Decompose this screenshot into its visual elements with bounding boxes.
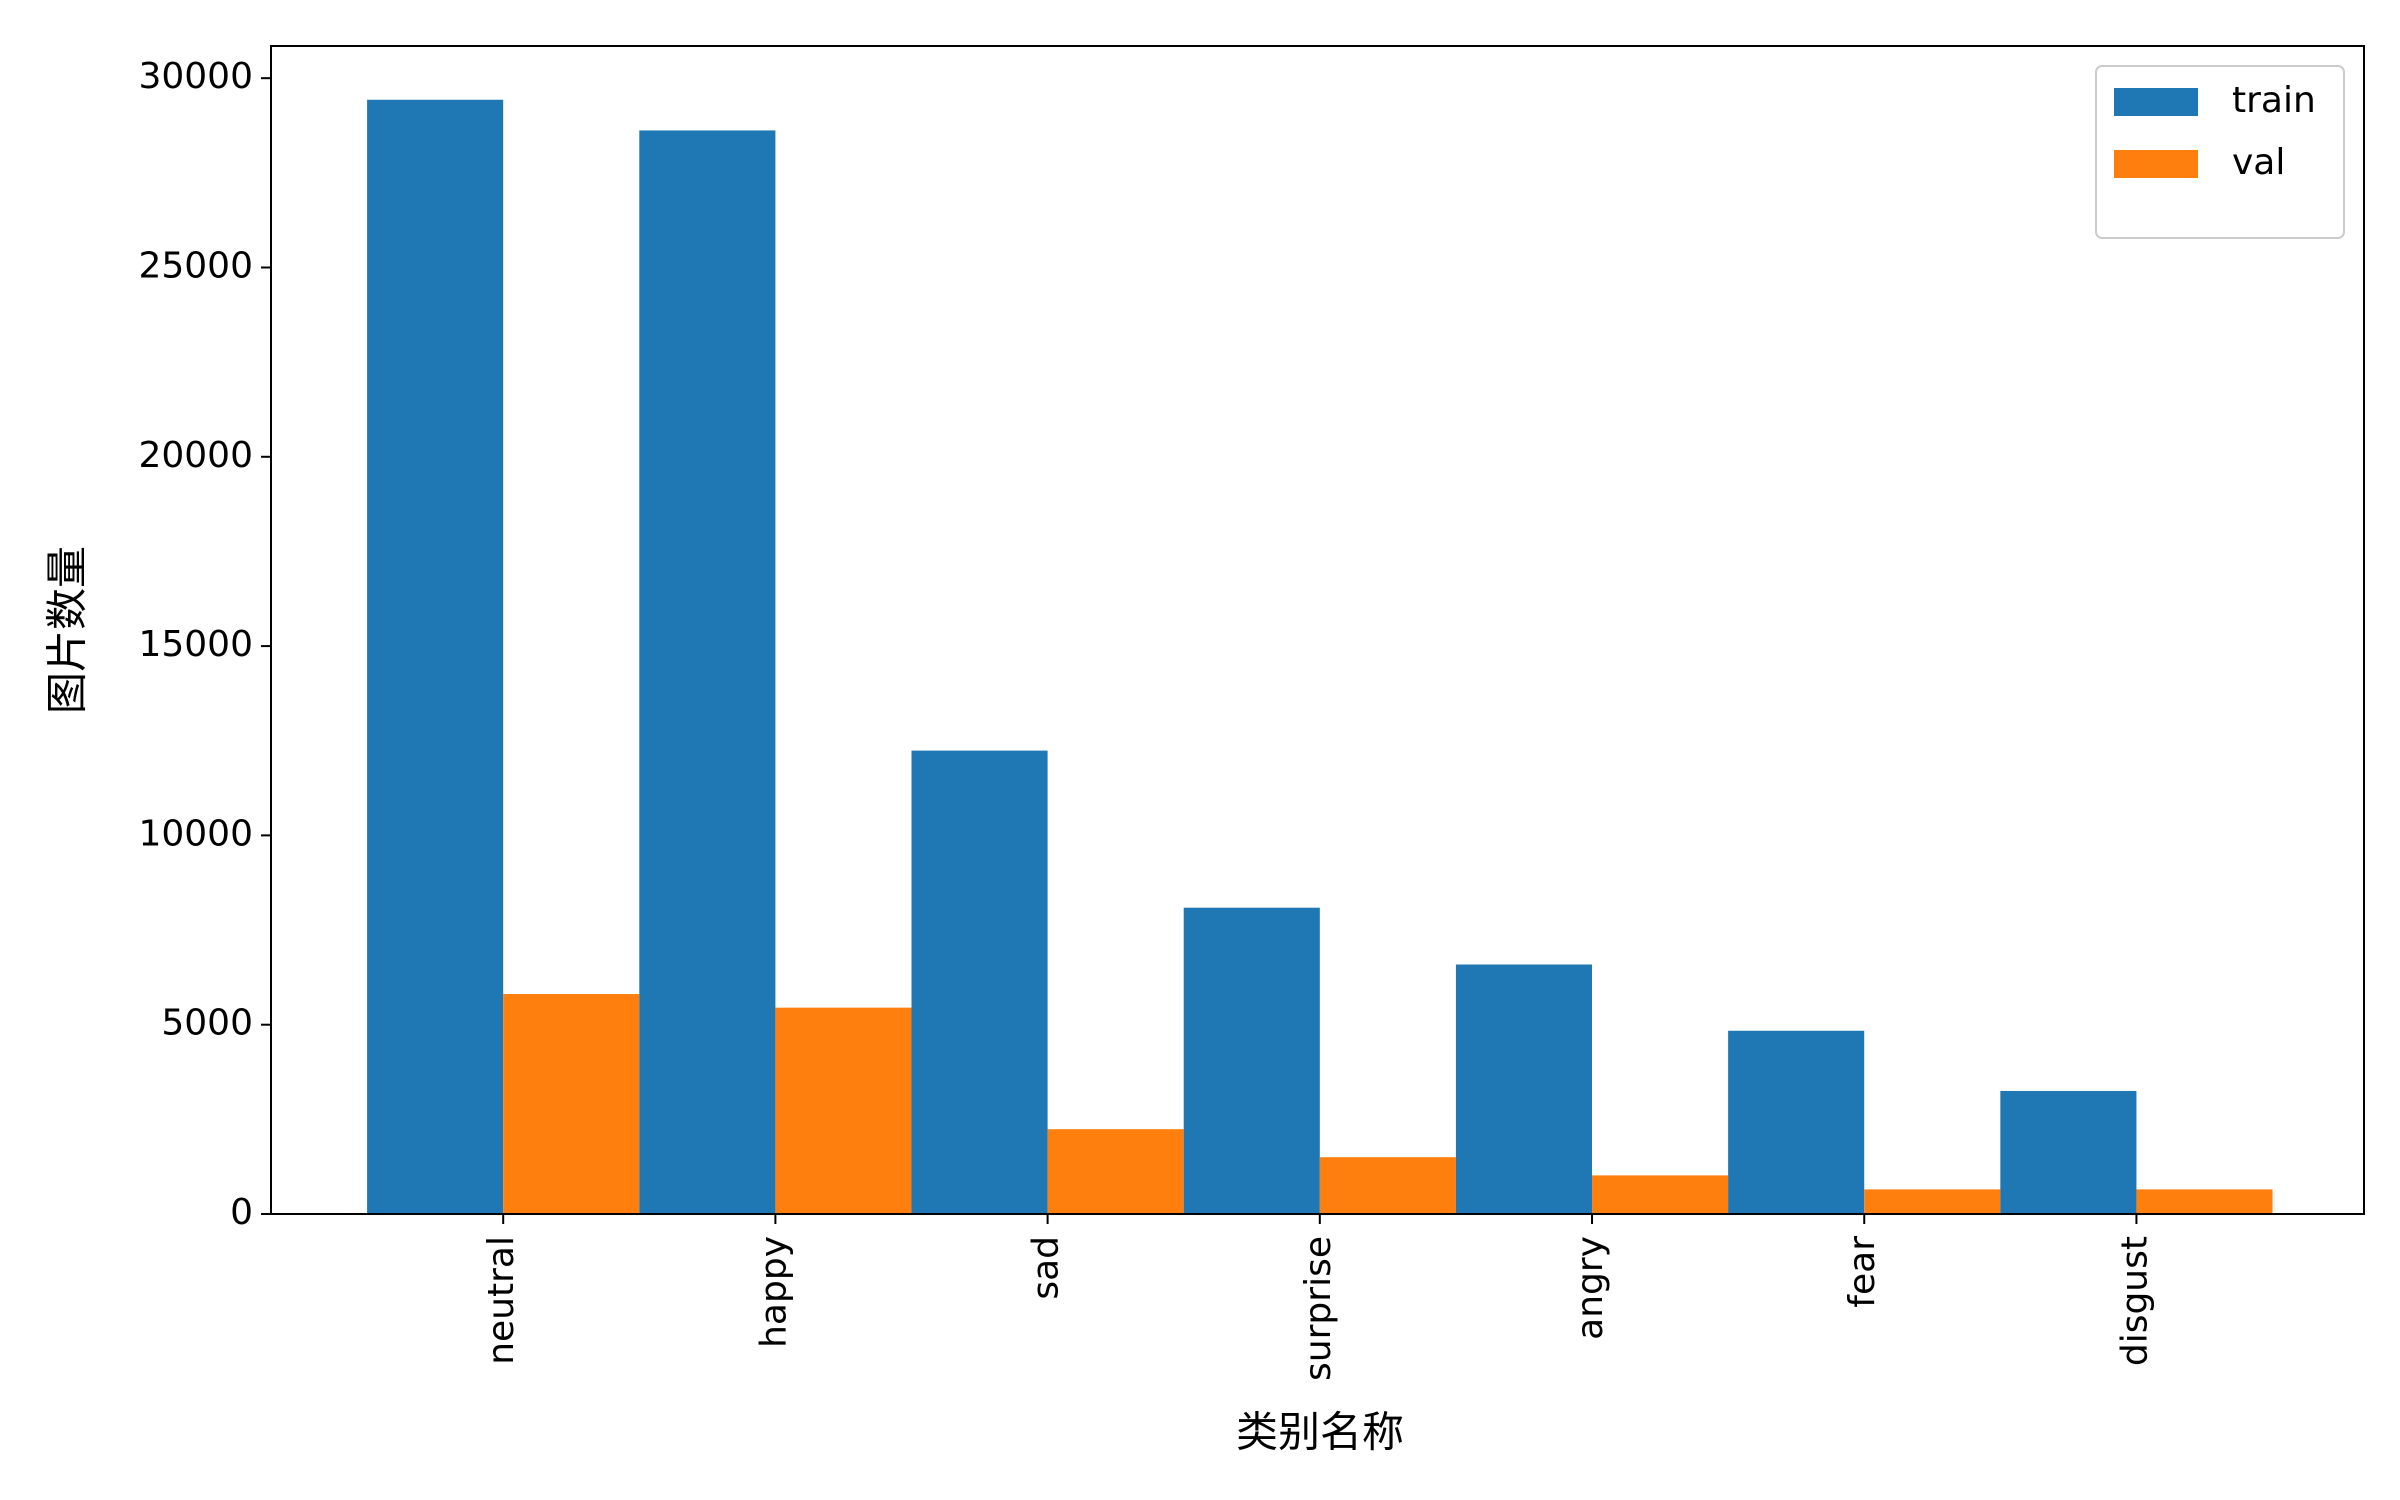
x-tick-label: sad: [1026, 1236, 1067, 1300]
bar: [367, 99, 504, 1214]
bar: [2000, 1090, 2137, 1214]
bar: [1728, 1030, 1865, 1214]
y-tick-label: 15000: [138, 624, 253, 665]
y-tick-label: 20000: [138, 435, 253, 476]
legend-swatch: [2114, 88, 2198, 116]
y-tick-label: 10000: [138, 813, 253, 854]
x-tick-label: happy: [753, 1236, 794, 1348]
bar: [775, 1007, 912, 1214]
x-axis-label: 类别名称: [1236, 1408, 1404, 1457]
bar: [1864, 1189, 2001, 1214]
legend-swatch: [2114, 150, 2198, 178]
y-tick-label: 25000: [138, 245, 253, 286]
bar: [1592, 1175, 1729, 1214]
legend-label: train: [2232, 80, 2316, 121]
x-tick-label: fear: [1842, 1236, 1883, 1308]
y-tick-label: 0: [230, 1192, 253, 1233]
bar: [2136, 1189, 2273, 1214]
plot-frame: [270, 45, 2365, 1215]
x-tick-label: angry: [1570, 1236, 1611, 1340]
legend-label: val: [2232, 142, 2285, 183]
bar: [503, 994, 640, 1214]
bar: [639, 130, 776, 1214]
y-axis-label: 图片数量: [43, 546, 92, 714]
x-tick-label: neutral: [481, 1236, 522, 1365]
x-tick-label: surprise: [1298, 1236, 1339, 1381]
bar: [911, 750, 1048, 1214]
bar: [1455, 964, 1593, 1214]
y-tick-label: 30000: [138, 56, 253, 97]
bar: [1183, 907, 1320, 1214]
x-tick-label: disgust: [2114, 1236, 2155, 1366]
bar: [1047, 1129, 1184, 1214]
bar: [1319, 1157, 1456, 1214]
y-tick-label: 5000: [161, 1003, 253, 1044]
